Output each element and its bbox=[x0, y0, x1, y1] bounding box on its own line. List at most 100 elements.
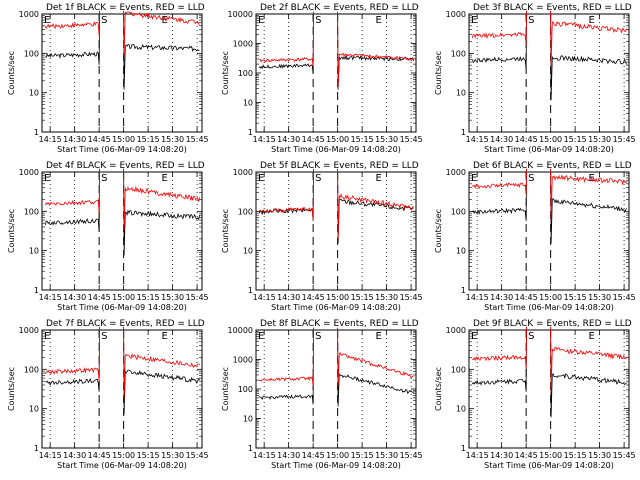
y-axis-label: Counts/sec bbox=[7, 209, 16, 253]
marker-E: E bbox=[44, 173, 50, 184]
x-tick-label: 15:30 bbox=[161, 293, 184, 302]
x-tick-label: 15:00 bbox=[539, 451, 562, 460]
y-tick-label: 1000 bbox=[19, 168, 39, 177]
x-tick-label: 14:15 bbox=[466, 135, 489, 144]
x-tick-label: 15:00 bbox=[112, 293, 135, 302]
panel-title: Det 1f BLACK = Events, RED = LLD bbox=[46, 3, 205, 13]
x-tick-label: 15:15 bbox=[137, 451, 160, 460]
events-series-line bbox=[45, 326, 100, 392]
x-tick-label: 14:45 bbox=[515, 451, 538, 460]
x-tick-label: 15:15 bbox=[137, 293, 160, 302]
detector-panel: Det 1f BLACK = Events, RED = LLD 1 10 100 10… bbox=[7, 3, 209, 154]
y-tick-label: 1000 bbox=[233, 40, 253, 49]
x-axis-label: Start Time (06-Mar-09 14:08:20) bbox=[484, 303, 614, 312]
x-tick-label: 14:30 bbox=[490, 451, 513, 460]
plot-frame bbox=[468, 171, 630, 291]
y-tick-label: 100 bbox=[238, 385, 253, 394]
lld-series-line bbox=[123, 326, 200, 399]
y-axis-label: Counts/sec bbox=[434, 209, 443, 253]
x-tick-label: 14:45 bbox=[88, 135, 111, 144]
y-tick-label: 10 bbox=[29, 89, 39, 98]
y-tick-label: 10000 bbox=[228, 10, 253, 19]
lld-series-line bbox=[123, 10, 200, 56]
y-tick-label: 10 bbox=[456, 89, 466, 98]
detector-panel: Det 8f BLACK = Events, RED = LLD 1 10 100 10… bbox=[221, 319, 423, 470]
y-tick-label: 1 bbox=[248, 444, 253, 453]
marker-E: E bbox=[44, 331, 50, 342]
x-tick-label: 15:15 bbox=[137, 135, 160, 144]
y-tick-label: 1 bbox=[461, 128, 466, 137]
x-tick-label: 14:15 bbox=[466, 451, 489, 460]
x-tick-label: 15:15 bbox=[351, 451, 374, 460]
y-tick-label: 1 bbox=[248, 128, 253, 137]
x-tick-label: 14:30 bbox=[63, 135, 86, 144]
events-series-line bbox=[258, 11, 314, 74]
x-tick-label: 14:15 bbox=[39, 451, 62, 460]
marker-E: E bbox=[588, 15, 594, 26]
x-axis-label: Start Time (06-Mar-09 14:08:20) bbox=[57, 145, 187, 154]
x-tick-label: 15:45 bbox=[613, 135, 636, 144]
lld-series-line bbox=[550, 10, 627, 66]
y-axis-label: Counts/sec bbox=[221, 367, 230, 411]
lld-series-line bbox=[259, 168, 314, 221]
x-axis-label: Start Time (06-Mar-09 14:08:20) bbox=[271, 303, 401, 312]
x-tick-label: 15:15 bbox=[564, 293, 587, 302]
x-tick-label: 14:30 bbox=[63, 293, 86, 302]
events-series-line bbox=[44, 168, 100, 232]
y-tick-label: 100 bbox=[451, 365, 466, 374]
panel-title: Det 8f BLACK = Events, RED = LLD bbox=[260, 319, 419, 329]
panel-title: Det 5f BLACK = Events, RED = LLD bbox=[260, 161, 419, 171]
lld-series-line bbox=[44, 10, 100, 36]
x-tick-label: 14:45 bbox=[88, 293, 111, 302]
events-series-line bbox=[337, 168, 414, 244]
y-tick-label: 1 bbox=[34, 128, 39, 137]
y-tick-label: 1000 bbox=[446, 326, 466, 335]
plot-frame bbox=[468, 13, 630, 133]
x-tick-label: 14:45 bbox=[88, 451, 111, 460]
y-tick-label: 1000 bbox=[446, 10, 466, 19]
y-tick-label: 100 bbox=[24, 365, 39, 374]
events-series-line bbox=[123, 10, 200, 90]
x-tick-label: 14:30 bbox=[63, 451, 86, 460]
x-tick-label: 15:15 bbox=[564, 451, 587, 460]
x-tick-label: 15:45 bbox=[186, 451, 209, 460]
x-tick-label: 15:45 bbox=[613, 293, 636, 302]
y-tick-label: 10 bbox=[243, 247, 253, 256]
marker-S: S bbox=[315, 331, 321, 342]
marker-E: E bbox=[375, 331, 381, 342]
x-tick-label: 14:30 bbox=[277, 293, 300, 302]
marker-S: S bbox=[315, 15, 321, 26]
x-tick-label: 14:30 bbox=[490, 135, 513, 144]
x-tick-label: 15:30 bbox=[375, 293, 398, 302]
events-series-line bbox=[471, 10, 527, 70]
marker-E: E bbox=[161, 173, 167, 184]
x-axis-label: Start Time (06-Mar-09 14:08:20) bbox=[484, 461, 614, 470]
detector-panel: Det 7f BLACK = Events, RED = LLD 1 10 100 10… bbox=[7, 319, 209, 470]
events-series-line bbox=[45, 10, 100, 65]
marker-E: E bbox=[258, 173, 264, 184]
marker-E: E bbox=[471, 173, 477, 184]
y-axis-label: Counts/sec bbox=[221, 51, 230, 95]
x-tick-label: 15:30 bbox=[588, 451, 611, 460]
marker-E: E bbox=[258, 331, 264, 342]
plot-frame bbox=[255, 171, 417, 291]
marker-E: E bbox=[161, 331, 167, 342]
marker-S: S bbox=[528, 15, 534, 26]
y-tick-label: 10 bbox=[243, 99, 253, 108]
marker-E: E bbox=[471, 15, 477, 26]
y-tick-label: 1 bbox=[461, 444, 466, 453]
lld-series-line bbox=[259, 11, 314, 68]
x-tick-label: 14:45 bbox=[302, 135, 325, 144]
x-tick-label: 14:45 bbox=[302, 293, 325, 302]
x-tick-label: 15:00 bbox=[539, 135, 562, 144]
detector-panel: Det 6f BLACK = Events, RED = LLD 1 10 100 10… bbox=[434, 161, 636, 312]
x-tick-label: 15:30 bbox=[375, 451, 398, 460]
panel-title: Det 2f BLACK = Events, RED = LLD bbox=[260, 3, 419, 13]
x-tick-label: 14:15 bbox=[253, 451, 276, 460]
y-axis-label: Counts/sec bbox=[221, 209, 230, 253]
detector-panel: Det 9f BLACK = Events, RED = LLD 1 10 100 10… bbox=[434, 319, 636, 470]
x-tick-label: 14:45 bbox=[515, 293, 538, 302]
events-series-line bbox=[471, 326, 527, 392]
events-series-line bbox=[550, 10, 627, 101]
y-tick-label: 100 bbox=[24, 49, 39, 58]
